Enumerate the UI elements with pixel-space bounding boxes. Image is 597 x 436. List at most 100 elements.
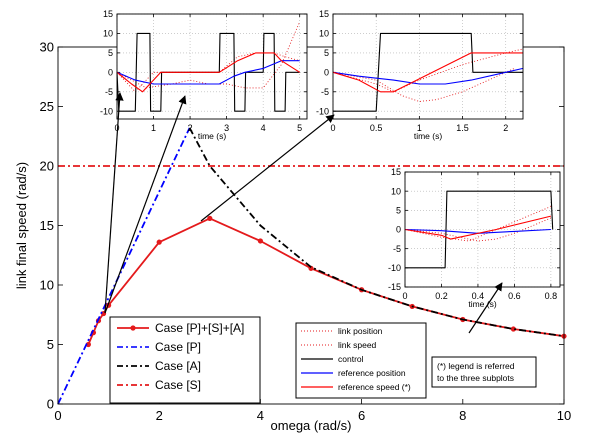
legend-label-control: control	[338, 354, 364, 364]
series-line-control	[333, 32, 523, 112]
y-tick-label: -5	[105, 87, 113, 97]
series-line-control	[405, 190, 554, 269]
data-point-case-p-s-a	[156, 239, 162, 245]
x-tick-label: 1	[151, 123, 156, 133]
series-line-reference-position	[116, 60, 300, 85]
y-tick-label: -15	[388, 282, 401, 292]
y-tick-label: 10	[103, 29, 113, 39]
x-tick-label: 2	[503, 123, 508, 133]
y-tick-label: 15	[391, 167, 401, 177]
legend-note: (*) legend is referred to the three subp…	[431, 356, 537, 388]
series-line-case-p	[57, 127, 191, 405]
legend-label-link-position: link position	[338, 326, 383, 336]
x-tick-label: 0	[330, 123, 335, 133]
y-tick-label: 0	[47, 397, 54, 412]
x-tick-label: 6	[358, 408, 365, 423]
series-line-reference-position	[332, 67, 524, 85]
legend-label-reference-speed: reference speed (*)	[338, 382, 411, 392]
inset-chart-2: 0 0.5 1 1.5 2 -10 -5 0 5 10 15 time (s)	[316, 9, 524, 141]
annotation-arrow	[104, 92, 124, 314]
legend-label-case-p: Case [P]	[155, 340, 201, 354]
main-legend: Case [P]+[S]+[A] Case [P] Case [A] Case …	[109, 316, 261, 404]
plot-frame	[116, 13, 308, 120]
y-tick-label: -10	[388, 263, 401, 273]
inset-chart-3: 0 0.2 0.4 0.6 0.8 -15 -10 -5 0 5 10 15 time (s)	[388, 167, 561, 309]
x-tick-label: 10	[557, 408, 571, 423]
series-line-reference-speed	[116, 52, 300, 93]
plot-background	[117, 14, 307, 119]
x-tick-label: 0	[54, 408, 61, 423]
series-line-link-speed	[404, 206, 552, 242]
x-tick-label: 5	[297, 123, 302, 133]
x-tick-label: 0.5	[370, 123, 383, 133]
x-tick-label: 4	[261, 123, 266, 133]
x-tick-label: 4	[257, 408, 264, 423]
plot-background	[405, 172, 560, 287]
y-tick-label: 5	[47, 337, 54, 352]
series-line-reference-speed	[332, 52, 523, 93]
legend-label-case-psa: Case [P]+[S]+[A]	[155, 321, 244, 335]
y-tick-label: 5	[108, 48, 113, 58]
y-tick-label: 20	[40, 159, 54, 174]
annotation-arrow	[468, 282, 503, 334]
x-tick-label: 0.2	[435, 291, 448, 301]
legend-note-box	[431, 356, 537, 388]
x-tick-label: 8	[459, 408, 466, 423]
y-tick-label: 10	[319, 29, 329, 39]
y-tick-label: -10	[316, 106, 329, 116]
subplot-legend: link position link speed control referen…	[295, 322, 427, 399]
y-tick-label: 15	[40, 218, 54, 233]
y-tick-label: -5	[393, 244, 401, 254]
x-tick-label: 0	[402, 291, 407, 301]
legend-label-reference-position: reference position	[338, 368, 406, 378]
legend-label-case-a: Case [A]	[155, 359, 201, 373]
y-tick-label: 25	[40, 99, 54, 114]
x-axis-label: omega (rad/s)	[271, 418, 352, 433]
x-tick-label: 0.8	[545, 291, 558, 301]
series-line-link-position	[332, 67, 515, 102]
legend-label-case-s: Case [S]	[155, 378, 201, 392]
data-point-case-p-s-a	[257, 238, 263, 244]
main-legend-box	[109, 316, 261, 404]
inset-chart-1: 0 1 2 3 4 5 -10 -5 0 5 10 15 time (s)	[100, 9, 308, 141]
y-tick-label: 15	[103, 9, 113, 19]
y-tick-label: 10	[391, 186, 401, 196]
y-tick-label: 0	[324, 67, 329, 77]
data-point-case-p-s-a	[510, 326, 516, 332]
y-tick-label: -5	[321, 87, 329, 97]
plot-background	[333, 14, 523, 119]
subplot-legend-box	[295, 322, 427, 399]
annotation-arrows	[104, 92, 503, 334]
y-tick-label: 5	[324, 48, 329, 58]
data-point-case-p-s-a	[85, 341, 91, 348]
x-tick-label: 0	[114, 123, 119, 133]
x-tick-label: 1	[417, 123, 422, 133]
x-tick-label: 2	[156, 408, 163, 423]
plot-frame	[404, 171, 561, 288]
y-tick-label: 30	[40, 40, 54, 55]
legend-label-link-speed: link speed	[338, 340, 377, 350]
data-point-case-p-s-a	[207, 215, 213, 221]
x-tick-label: 3	[224, 123, 229, 133]
x-tick-label: 0.6	[508, 291, 521, 301]
plot-frame	[332, 13, 524, 120]
legend-marker-case-psa	[130, 325, 136, 331]
x-axis-label: time (s)	[468, 299, 497, 309]
x-axis-label: time (s)	[414, 131, 443, 141]
series-line-reference-speed	[404, 215, 552, 240]
legend-note-line-2: to the three subplots	[437, 373, 514, 383]
series-line-case-a	[188, 127, 565, 338]
annotation-arrow	[200, 114, 335, 222]
legend-note-line-1: (*) legend is referred	[437, 361, 515, 371]
x-axis-label: time (s)	[198, 131, 227, 141]
series-line-control	[116, 32, 300, 112]
x-tick-label: 1.5	[456, 123, 469, 133]
x-tick-label: 0.4	[472, 291, 485, 301]
series-line-link-position	[404, 217, 552, 242]
y-tick-label: 15	[319, 9, 329, 19]
y-axis-label: link final speed (rad/s)	[14, 162, 29, 289]
x-tick-label: 2	[188, 123, 193, 133]
y-tick-label: 0	[108, 67, 113, 77]
annotation-arrow	[104, 95, 187, 314]
